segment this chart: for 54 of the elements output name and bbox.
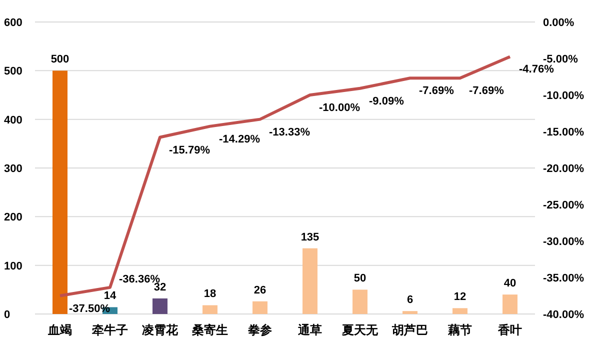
y-tick-label: 0	[4, 309, 10, 321]
data-label: 135	[300, 231, 320, 244]
x-tick-label: 胡芦巴	[391, 323, 428, 337]
data-label: -15.79%	[169, 144, 210, 156]
y2-tick-label: -15.00%	[543, 126, 584, 138]
bar	[352, 290, 368, 314]
y2-tick-label: -40.00%	[543, 309, 584, 321]
data-label: -4.76%	[519, 64, 554, 76]
x-tick-label: 凌霄花	[142, 323, 179, 337]
bar	[202, 305, 218, 314]
data-label: 40	[504, 278, 516, 290]
y2-tick-label: -30.00%	[543, 236, 584, 248]
data-label: 14	[104, 290, 117, 302]
y2-tick-label: -35.00%	[543, 272, 584, 284]
y-tick-label: 200	[4, 212, 22, 224]
data-label: -7.69%	[419, 85, 454, 98]
y-tick-label: 500	[4, 66, 22, 78]
bar	[402, 311, 418, 314]
y2-tick-label: -5.00%	[543, 54, 578, 66]
x-tick-label: 牵牛子	[92, 323, 128, 337]
data-label: 26	[254, 284, 266, 296]
data-label: 12	[454, 291, 466, 304]
data-label: -9.09%	[369, 95, 404, 108]
data-label: 6	[406, 294, 414, 306]
y-tick-label: 600	[4, 17, 22, 29]
x-tick-label: 香叶	[497, 323, 522, 337]
data-label: 32	[154, 281, 166, 294]
y-tick-label: 300	[4, 163, 22, 175]
y2-tick-label: -25.00%	[543, 200, 584, 212]
data-label: -10.00%	[319, 102, 360, 114]
bar	[452, 308, 468, 314]
data-label: -13.33%	[269, 126, 310, 138]
bar	[252, 301, 268, 314]
x-tick-label: 藕节	[447, 323, 472, 337]
data-label: 500	[50, 54, 70, 66]
bar	[152, 298, 168, 314]
bar	[52, 70, 68, 314]
y2-tick-label: -10.00%	[543, 90, 584, 102]
data-label: 18	[204, 288, 216, 300]
y-tick-label: 400	[4, 114, 22, 126]
bar	[302, 248, 318, 314]
x-tick-label: 拳参	[247, 323, 272, 337]
x-tick-label: 血竭	[47, 323, 72, 337]
bar	[502, 294, 518, 314]
data-label: 50	[354, 272, 366, 285]
y2-tick-label: -20.00%	[543, 163, 584, 175]
y-tick-label: 100	[4, 260, 22, 272]
x-tick-label: 桑寄生	[191, 323, 228, 337]
data-label: -37.50%	[69, 302, 110, 315]
data-label: -14.29%	[219, 133, 260, 146]
x-tick-label: 夏天无	[341, 323, 379, 337]
y2-tick-label: 0.00%	[543, 17, 574, 29]
x-tick-label: 通草	[297, 323, 322, 337]
data-label: -7.69%	[469, 85, 504, 98]
